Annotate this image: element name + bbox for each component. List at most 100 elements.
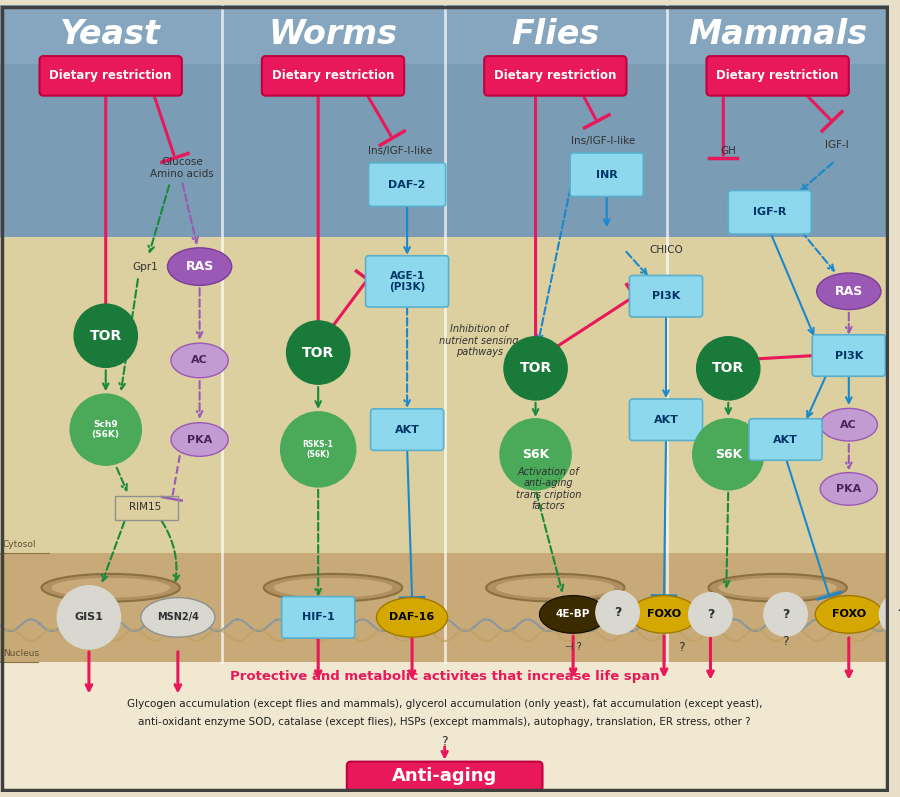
FancyBboxPatch shape xyxy=(40,56,182,96)
Ellipse shape xyxy=(376,598,447,637)
Text: Yeast: Yeast xyxy=(60,18,161,51)
Text: TOR: TOR xyxy=(302,346,334,359)
Text: MSN2/4: MSN2/4 xyxy=(157,612,199,622)
Ellipse shape xyxy=(718,578,837,598)
Text: Ins/IGF-I-like: Ins/IGF-I-like xyxy=(368,146,432,156)
Circle shape xyxy=(697,337,760,400)
Text: Dietary restriction: Dietary restriction xyxy=(272,69,394,82)
Text: ?: ? xyxy=(706,608,715,621)
Text: S6K: S6K xyxy=(715,448,742,461)
Text: Flies: Flies xyxy=(511,18,599,51)
Text: AGE-1
(PI3K): AGE-1 (PI3K) xyxy=(389,271,425,292)
Ellipse shape xyxy=(630,595,698,633)
Text: ⊣ ?: ⊣ ? xyxy=(564,642,581,652)
Text: PKA: PKA xyxy=(836,484,861,494)
Text: AC: AC xyxy=(191,355,208,366)
Ellipse shape xyxy=(167,248,231,285)
Circle shape xyxy=(70,394,141,465)
FancyBboxPatch shape xyxy=(629,399,703,441)
Circle shape xyxy=(596,591,639,634)
Ellipse shape xyxy=(539,595,607,633)
Text: Dietary restriction: Dietary restriction xyxy=(50,69,172,82)
Text: AKT: AKT xyxy=(773,434,798,445)
Text: ?: ? xyxy=(614,606,621,619)
FancyBboxPatch shape xyxy=(749,418,822,460)
Text: RSKS-1
(S6K): RSKS-1 (S6K) xyxy=(302,440,334,459)
Ellipse shape xyxy=(171,344,229,378)
Bar xyxy=(0,5,889,64)
Text: PKA: PKA xyxy=(187,434,212,445)
Text: ?: ? xyxy=(441,736,448,748)
Circle shape xyxy=(500,418,572,490)
Circle shape xyxy=(58,586,121,649)
Circle shape xyxy=(74,304,138,367)
FancyBboxPatch shape xyxy=(484,56,626,96)
Text: Glycogen accumulation (except flies and mammals), glycerol accumulation (only ye: Glycogen accumulation (except flies and … xyxy=(127,699,762,709)
Text: HIF-1: HIF-1 xyxy=(302,612,335,622)
Circle shape xyxy=(879,593,900,636)
FancyBboxPatch shape xyxy=(369,163,446,206)
Ellipse shape xyxy=(820,408,877,441)
FancyBboxPatch shape xyxy=(282,597,355,638)
Text: Sch9
(S6K): Sch9 (S6K) xyxy=(92,420,120,439)
Circle shape xyxy=(764,593,807,636)
Ellipse shape xyxy=(171,422,229,457)
Text: AKT: AKT xyxy=(395,425,419,434)
Circle shape xyxy=(693,418,764,490)
Text: RIM15: RIM15 xyxy=(129,501,161,512)
Ellipse shape xyxy=(816,273,881,309)
Text: TOR: TOR xyxy=(90,328,122,343)
FancyBboxPatch shape xyxy=(571,153,644,196)
Text: S6K: S6K xyxy=(522,448,549,461)
Text: FOXO: FOXO xyxy=(832,610,866,619)
Ellipse shape xyxy=(41,574,180,602)
Ellipse shape xyxy=(708,574,847,602)
FancyBboxPatch shape xyxy=(812,335,886,376)
Text: PI3K: PI3K xyxy=(652,291,680,301)
Text: Dietary restriction: Dietary restriction xyxy=(716,69,839,82)
FancyBboxPatch shape xyxy=(706,56,849,96)
Text: Cytosol: Cytosol xyxy=(3,540,37,549)
Text: Dietary restriction: Dietary restriction xyxy=(494,69,616,82)
Ellipse shape xyxy=(264,574,402,602)
Text: DAF-16: DAF-16 xyxy=(390,612,435,622)
Text: ?: ? xyxy=(679,641,685,654)
Text: Protective and metabolic activites that increase life span: Protective and metabolic activites that … xyxy=(230,670,660,683)
Text: ?: ? xyxy=(782,608,789,621)
Text: 4E-BP: 4E-BP xyxy=(556,610,590,619)
Text: Activation of
anti-aging
trans cription
factors: Activation of anti-aging trans cription … xyxy=(516,466,581,512)
Text: PI3K: PI3K xyxy=(834,351,863,360)
Text: IGF-I: IGF-I xyxy=(825,140,849,150)
Text: ?: ? xyxy=(782,635,789,648)
Text: AC: AC xyxy=(841,420,857,430)
Circle shape xyxy=(281,412,356,487)
Text: IGF-R: IGF-R xyxy=(753,207,787,218)
FancyBboxPatch shape xyxy=(371,409,444,450)
Text: GH: GH xyxy=(720,146,736,156)
Text: Mammals: Mammals xyxy=(688,18,868,51)
Text: AKT: AKT xyxy=(653,414,679,425)
FancyBboxPatch shape xyxy=(262,56,404,96)
Bar xyxy=(0,662,889,792)
Ellipse shape xyxy=(496,578,615,598)
Bar xyxy=(0,237,889,612)
FancyBboxPatch shape xyxy=(365,256,448,307)
Text: RAS: RAS xyxy=(834,285,863,298)
Text: RAS: RAS xyxy=(185,260,213,273)
Text: Nucleus: Nucleus xyxy=(3,649,39,658)
Ellipse shape xyxy=(274,578,392,598)
Ellipse shape xyxy=(140,598,215,637)
Text: CHICO: CHICO xyxy=(649,245,683,255)
Text: Worms: Worms xyxy=(268,18,398,51)
Text: FOXO: FOXO xyxy=(647,610,681,619)
Ellipse shape xyxy=(815,595,882,633)
Text: Ins/IGF-I-like: Ins/IGF-I-like xyxy=(571,136,634,146)
Circle shape xyxy=(504,337,567,400)
FancyBboxPatch shape xyxy=(629,276,703,317)
Text: TOR: TOR xyxy=(712,361,744,375)
Ellipse shape xyxy=(820,473,877,505)
Text: INR: INR xyxy=(596,170,617,179)
Text: Anti-aging: Anti-aging xyxy=(392,768,498,786)
Text: DAF-2: DAF-2 xyxy=(389,179,426,190)
FancyBboxPatch shape xyxy=(728,190,811,234)
